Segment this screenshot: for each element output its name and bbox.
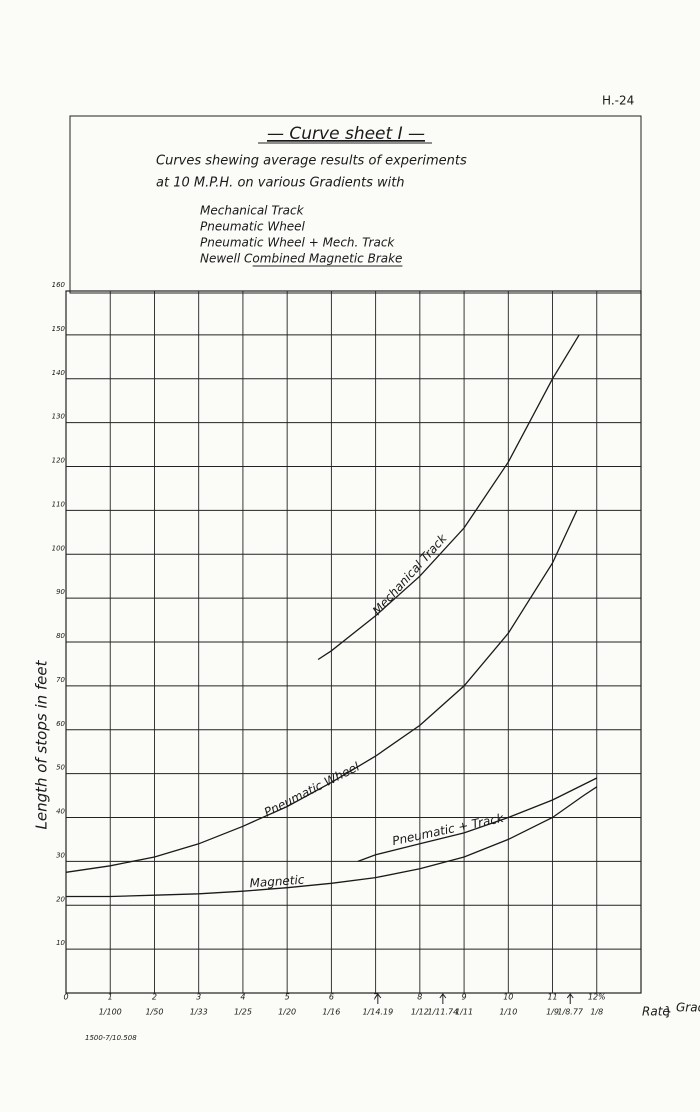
grade-tick-label: 1/20	[278, 1008, 296, 1017]
series-line	[65, 510, 578, 873]
grade-arrow	[374, 993, 382, 1004]
y-tick-label: 30	[56, 851, 65, 859]
y-tick-label: 80	[56, 632, 65, 640]
x-tick-label: 11	[547, 993, 557, 1002]
x-tick-label: 2	[152, 993, 157, 1002]
x-tick-label: 8	[417, 993, 422, 1002]
y-tick-label: 160	[52, 281, 66, 289]
y-tick-label: 70	[56, 676, 65, 684]
y-tick-label: 40	[56, 808, 65, 816]
x-tick-label: 10	[503, 993, 513, 1002]
legend-entry: Newell Combined Magnetic Brake	[200, 252, 402, 266]
grade-tick-label: 1/9	[546, 1008, 559, 1017]
y-tick-label: 140	[52, 369, 66, 377]
y-tick-label: 110	[52, 500, 66, 508]
grade-tick-label: 1/12	[411, 1008, 429, 1017]
y-tick-label: 120	[52, 457, 66, 465]
x-tick-label: 9	[462, 993, 467, 1002]
series-line	[357, 777, 598, 863]
grade-tick-label: 1/16	[322, 1008, 340, 1017]
y-tick-label: 100	[52, 544, 66, 552]
grade-tick-label: 1/100	[99, 1008, 122, 1017]
x-tick-label: 5	[285, 993, 290, 1002]
y-tick-label: 20	[56, 895, 65, 903]
y-tick-label: 60	[56, 720, 65, 728]
grade-tick-label: 1/8.77	[557, 1008, 584, 1017]
x-axis-label: Rate	[642, 1005, 670, 1019]
x-tick-label: 4	[240, 993, 245, 1002]
x-group-label: Grades	[676, 1001, 700, 1015]
grade-tick-label: 1/14.19	[362, 1008, 393, 1017]
grade-arrow	[566, 993, 574, 1004]
grade-tick-label: 1/11	[455, 1008, 473, 1017]
x-tick-label: 6	[329, 993, 334, 1002]
footer: 1500-7/10.508	[85, 1034, 137, 1042]
grade-tick-label: 1/11.74	[428, 1008, 459, 1017]
brace: }	[664, 1005, 672, 1019]
series-line	[66, 786, 598, 898]
grade-tick-label: 1/25	[234, 1008, 252, 1017]
grade-tick-label: 1/50	[145, 1008, 163, 1017]
x-tick-label: 3	[196, 993, 201, 1002]
curve-label: Magnetic	[249, 873, 305, 891]
x-tick-label: 1	[108, 993, 113, 1002]
legend-entry: Pneumatic Wheel + Mech. Track	[200, 236, 395, 250]
legend-entry: Mechanical Track	[200, 204, 305, 218]
sheet-id: H.-24	[602, 94, 634, 108]
y-tick-label: 90	[56, 588, 65, 596]
y-tick-label: 130	[52, 413, 66, 421]
y-tick-label: 10	[56, 939, 65, 947]
y-axis-label: Length of stops in feet	[33, 659, 51, 829]
header-box	[69, 115, 642, 294]
grade-tick-label: 1/8	[590, 1008, 603, 1017]
grade-tick-label: 1/33	[190, 1008, 208, 1017]
x-tick-label: 0	[63, 993, 68, 1002]
legend-entry: Pneumatic Wheel	[200, 220, 306, 234]
series-line	[317, 334, 580, 661]
chart-title: — Curve sheet I —	[267, 124, 425, 144]
grade-tick-label: 1/10	[499, 1008, 517, 1017]
y-tick-label: 150	[52, 325, 66, 333]
subtitle: at 10 M.P.H. on various Gradients with	[156, 176, 405, 191]
subtitle: Curves shewing average results of experi…	[156, 154, 467, 169]
x-tick-label: 12%	[588, 993, 606, 1002]
y-tick-label: 50	[56, 764, 65, 772]
grade-arrow	[439, 993, 447, 1004]
